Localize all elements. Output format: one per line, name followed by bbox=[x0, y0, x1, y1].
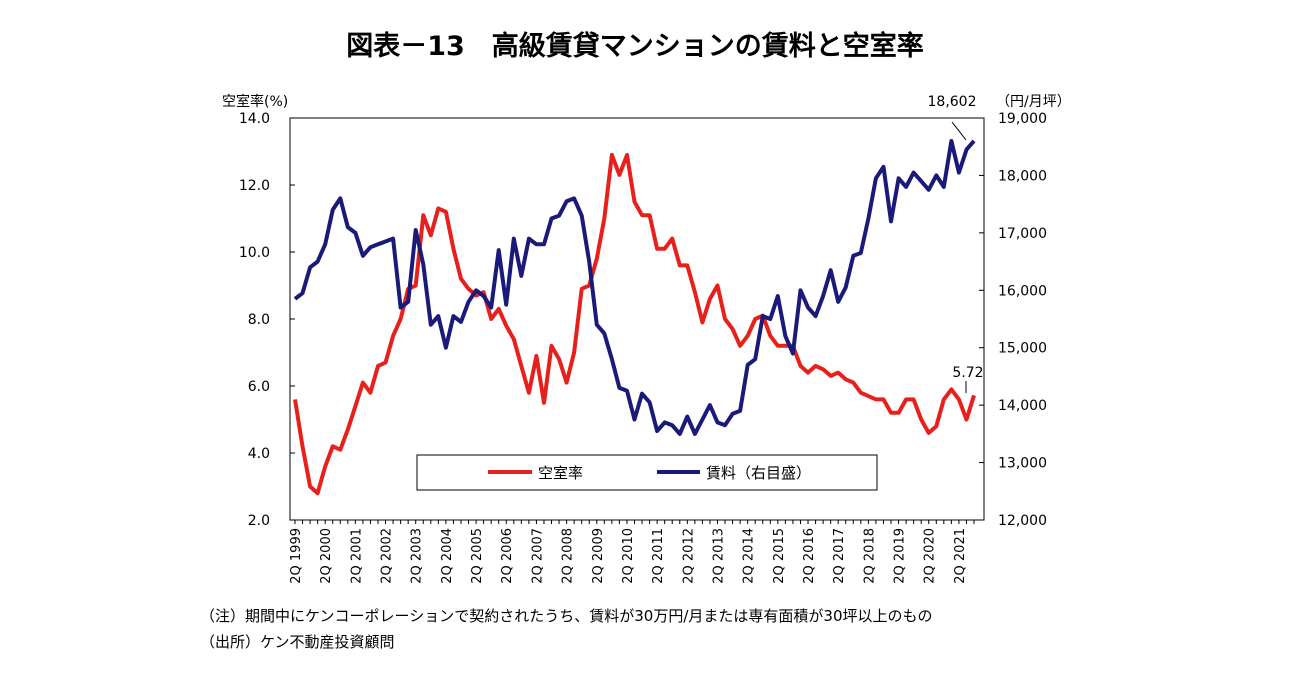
series-lines bbox=[293, 139, 976, 496]
x-tick-label: 2Q 2008 bbox=[561, 528, 576, 584]
y-right-tick-label: 12,000 bbox=[998, 513, 1047, 529]
y-right-tick-label: 13,000 bbox=[998, 456, 1047, 472]
x-tick-label: 2Q 2010 bbox=[621, 528, 636, 584]
x-tick-label: 2Q 2009 bbox=[591, 528, 606, 584]
x-tick-label: 2Q 2018 bbox=[862, 528, 877, 584]
x-tick-label: 2Q 2020 bbox=[923, 528, 938, 584]
x-tick-label: 2Q 2021 bbox=[953, 528, 968, 584]
x-tick-label: 2Q 2007 bbox=[530, 528, 545, 584]
x-tick-label: 2Q 2006 bbox=[500, 528, 515, 584]
y-left-tick-label: 8.0 bbox=[248, 312, 270, 328]
x-ticks: 2Q 1999 2Q 2000 2Q 2001 2Q 2002 2Q 2003 2Q 20… bbox=[289, 520, 975, 584]
y-left-ticks: 14.0 12.0 10.0 8.0 6.0 4.0 2.0 bbox=[239, 111, 295, 529]
x-tick-label: 2Q 2011 bbox=[651, 528, 666, 584]
y-right-ticks: 19,000 18,000 17,000 16,000 15,000 14,000 13,0… bbox=[979, 111, 1047, 529]
footnote: （注）期間中にケンコーポレーションで契約されたうち、賃料が30万円/月または専有… bbox=[200, 607, 932, 625]
x-tick-label: 2Q 2002 bbox=[380, 528, 395, 584]
annotation-vacancy-value: 5.72 bbox=[952, 365, 983, 381]
y-right-tick-label: 16,000 bbox=[998, 283, 1047, 299]
y-right-tick-label: 19,000 bbox=[998, 111, 1047, 127]
y-left-tick-label: 4.0 bbox=[248, 446, 270, 462]
chart-title: 図表－13 高級賃貸マンションの賃料と空室率 bbox=[346, 30, 924, 62]
x-tick-label: 2Q 2014 bbox=[742, 528, 757, 584]
annotation-rent-last: 18,602 bbox=[928, 94, 977, 141]
x-tick-label: 2Q 1999 bbox=[289, 528, 304, 584]
y-right-tick-label: 18,000 bbox=[998, 168, 1047, 184]
x-tick-label: 2Q 2015 bbox=[772, 528, 787, 584]
y-left-tick-label: 6.0 bbox=[248, 379, 270, 395]
x-tick-label: 2Q 2019 bbox=[893, 528, 908, 584]
annotation-vacancy-last: 5.72 bbox=[952, 365, 984, 393]
y-right-tick-label: 14,000 bbox=[998, 398, 1047, 414]
y-left-tick-label: 12.0 bbox=[239, 178, 270, 194]
x-tick-label: 2Q 2003 bbox=[410, 528, 425, 584]
x-tick-label: 2Q 2017 bbox=[832, 528, 847, 584]
x-tick-label: 2Q 2013 bbox=[711, 528, 726, 584]
legend: 空室率 賃料（右目盛） bbox=[416, 454, 878, 491]
x-tick-label: 2Q 2004 bbox=[440, 528, 455, 584]
x-tick-label: 2Q 2016 bbox=[802, 528, 817, 584]
annotation-rent-value: 18,602 bbox=[928, 94, 977, 110]
y-left-tick-label: 14.0 bbox=[239, 111, 270, 127]
x-tick-label: 2Q 2005 bbox=[470, 528, 485, 584]
y-right-tick-label: 15,000 bbox=[998, 341, 1047, 357]
x-tick-label: 2Q 2012 bbox=[681, 528, 696, 584]
y-left-tick-label: 2.0 bbox=[248, 513, 270, 529]
y-left-axis-label: 空室率(%) bbox=[222, 93, 288, 110]
x-tick-label: 2Q 2000 bbox=[319, 528, 334, 584]
x-tick-label: 2Q 2001 bbox=[349, 528, 364, 584]
rent-line bbox=[293, 139, 976, 436]
annotation-leader-rent bbox=[951, 121, 967, 141]
y-right-axis-label: （円/月坪） bbox=[996, 94, 1071, 110]
legend-label-rent: 賃料（右目盛） bbox=[706, 464, 811, 482]
y-right-tick-label: 17,000 bbox=[998, 226, 1047, 242]
source-note: （出所）ケン不動産投資顧問 bbox=[200, 633, 395, 651]
legend-label-vacancy: 空室率 bbox=[538, 464, 583, 482]
y-left-tick-label: 10.0 bbox=[239, 245, 270, 261]
